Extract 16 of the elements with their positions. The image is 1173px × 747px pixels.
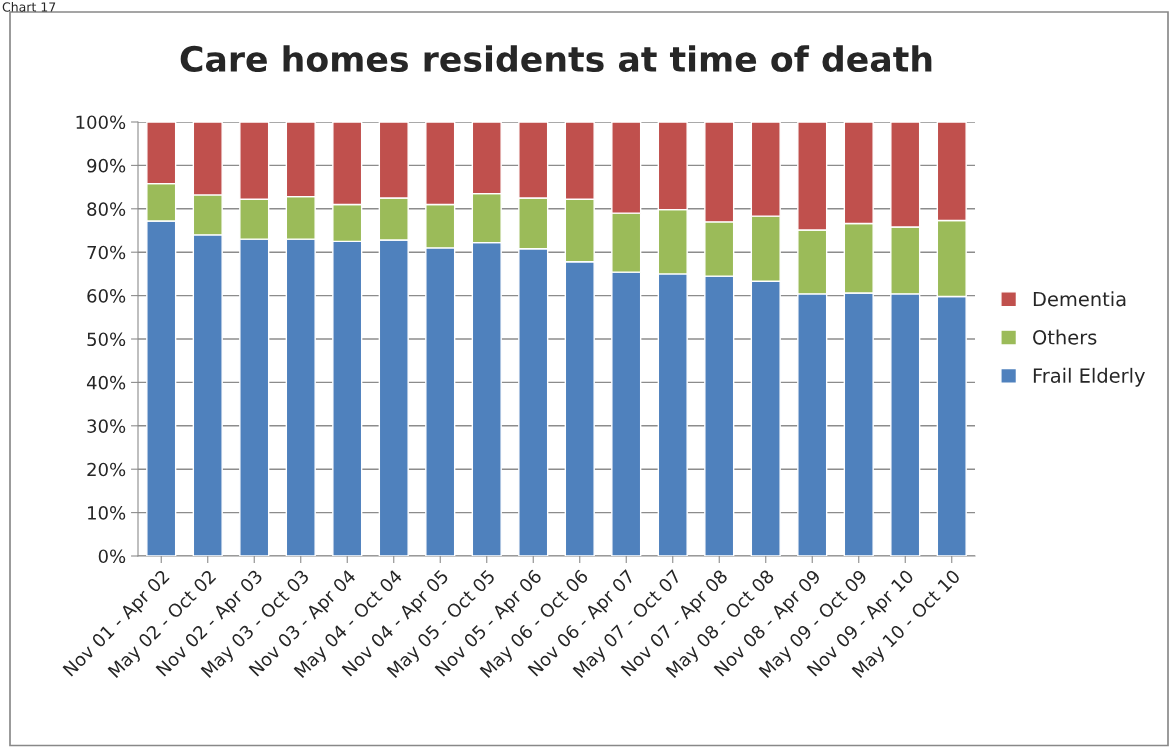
- y-tick-label: 70%: [87, 245, 126, 260]
- y-tick-label: 10%: [88, 506, 126, 520]
- legend-label: Dementia: [1033, 291, 1126, 307]
- y-tick-label: 60%: [87, 289, 126, 303]
- y-tick-label: 50%: [87, 332, 126, 347]
- caption: Chart 17: [2, 2, 56, 12]
- y-tick-label: 0%: [98, 549, 126, 564]
- legend-label: Others: [1033, 329, 1097, 345]
- chart-title: Care homes residents at time of death: [180, 45, 932, 73]
- y-tick-label: 40%: [86, 375, 126, 390]
- y-tick-label: 80%: [87, 202, 126, 216]
- y-tick-label: 20%: [87, 462, 126, 477]
- y-tick-label: 100%: [76, 115, 126, 130]
- y-tick-label: 30%: [87, 419, 126, 433]
- legend-label: Frail Elderly: [1033, 367, 1145, 387]
- y-tick-label: 90%: [87, 158, 126, 173]
